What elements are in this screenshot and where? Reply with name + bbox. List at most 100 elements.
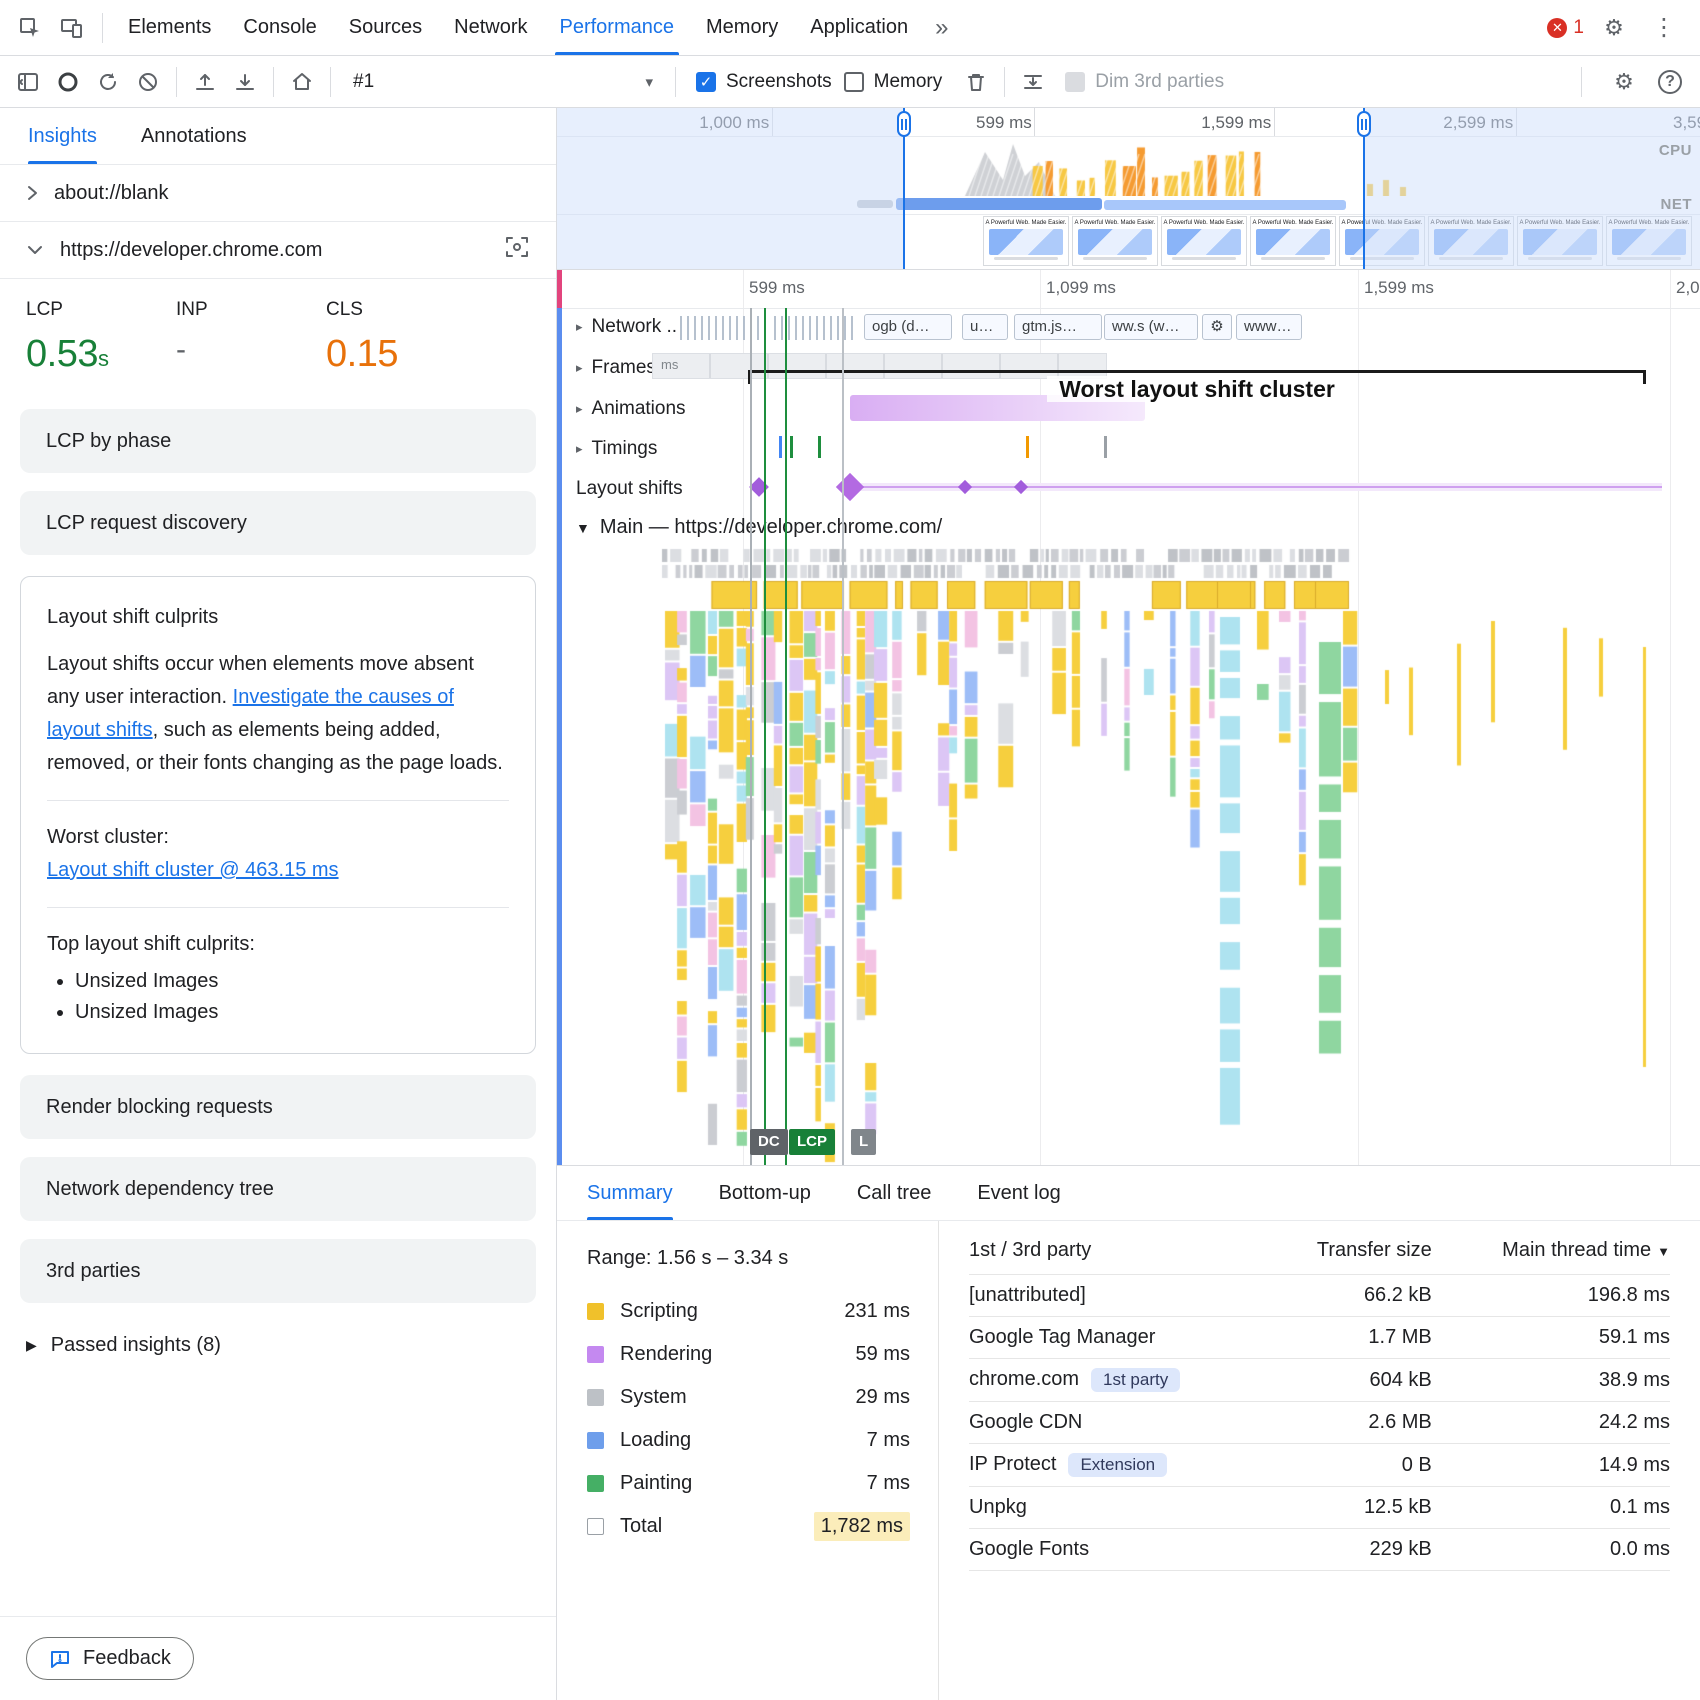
page-screenshot (1256, 229, 1330, 255)
track-layout-shifts[interactable]: Layout shifts (562, 468, 1700, 507)
inspect-element-icon[interactable] (10, 8, 50, 48)
upload-profile-icon[interactable] (185, 62, 225, 102)
network-request-chip[interactable]: ogb (d… (864, 314, 952, 340)
tab-summary[interactable]: Summary (587, 1166, 673, 1220)
tab-performance[interactable]: Performance (545, 0, 690, 55)
bottom-panel: Summary Bottom-up Call tree Event log Ra… (557, 1165, 1700, 1700)
worst-cluster-link[interactable]: Layout shift cluster @ 463.15 ms (47, 859, 339, 881)
layout-shift-diamond[interactable] (835, 472, 865, 502)
tab-application[interactable]: Application (810, 16, 909, 38)
cluster-label: Worst layout shift cluster (748, 376, 1646, 403)
nav-item-site[interactable]: https://developer.chrome.com (0, 222, 556, 279)
divider (675, 66, 676, 97)
tab-sources[interactable]: Sources (348, 16, 423, 38)
capture-settings-icon[interactable] (1013, 62, 1053, 102)
gear-chip[interactable]: ⚙ (1202, 314, 1232, 340)
settings-gear-icon[interactable]: ⚙ (1604, 14, 1624, 40)
insight-card-network-dependency-tree[interactable]: Network dependency tree (20, 1157, 536, 1221)
feedback-button[interactable]: Feedback (26, 1637, 194, 1680)
network-request-chip[interactable]: ww.s (w… (1104, 314, 1198, 340)
table-row[interactable]: Google Tag Manager 1.7 MB 59.1 ms (969, 1316, 1670, 1359)
network-request-chip[interactable]: gtm.js… (1014, 314, 1102, 340)
tab-memory[interactable]: Memory (706, 16, 779, 38)
load-marker-chip[interactable]: L (851, 1129, 877, 1155)
toggle-sidebar-icon[interactable] (8, 62, 48, 102)
tab-console[interactable]: Console (243, 16, 317, 38)
tab-call-tree[interactable]: Call tree (856, 1181, 932, 1204)
screenshot-thumbnail[interactable]: A Powerful Web. Made Easier. (1428, 216, 1514, 266)
history-select[interactable]: #1 ▾ (353, 70, 653, 92)
col-transfer-size[interactable]: Transfer size (1268, 1227, 1432, 1275)
tab-annotations[interactable]: Annotations (140, 124, 247, 147)
tab-network[interactable]: Network (454, 16, 528, 38)
frames-strip: ms (652, 353, 1107, 379)
insight-card-3rd-parties[interactable]: 3rd parties (20, 1239, 536, 1303)
console-error-badge[interactable]: ✕ 1 (1547, 17, 1584, 39)
screenshots-checkbox[interactable]: ✓ (696, 71, 716, 92)
table-row[interactable]: chrome.com 1st party 604 kB 38.9 ms (969, 1358, 1670, 1402)
metric-inp[interactable]: INP - (176, 299, 208, 366)
kebab-menu-icon[interactable]: ⋮ (1652, 14, 1676, 41)
page-screenshot (1167, 229, 1241, 255)
track-network[interactable]: ▸ Network .. ogb (d… u… gtm.js… ww.s (w… … (562, 308, 1700, 347)
track-frames[interactable]: ▸ Frames ms (562, 347, 1700, 388)
network-request-chip[interactable]: u… (962, 314, 1008, 340)
insight-card-render-blocking[interactable]: Render blocking requests (20, 1075, 536, 1139)
col-party[interactable]: 1st / 3rd party (969, 1227, 1269, 1275)
track-animations[interactable]: ▸ Animations (562, 388, 1700, 428)
first-party-badge: 1st party (1091, 1368, 1181, 1392)
reload-record-icon[interactable] (88, 62, 128, 102)
passed-insights-toggle[interactable]: ▶ Passed insights (8) (26, 1334, 221, 1356)
timing-marker (790, 436, 793, 458)
load-marker-line (842, 308, 844, 1165)
insight-card-layout-shift-culprits[interactable]: Layout shift culprits Layout shifts occu… (20, 576, 536, 1054)
tab-bottom-up[interactable]: Bottom-up (718, 1181, 811, 1204)
table-row[interactable]: Google Fonts 229 kB 0.0 ms (969, 1528, 1670, 1571)
legend-row-loading: Loading 7 ms (587, 1419, 910, 1462)
capture-viewport-icon[interactable] (504, 234, 530, 266)
table-row[interactable]: IP Protect Extension 0 B 14.9 ms (969, 1443, 1670, 1487)
home-icon[interactable] (282, 62, 322, 102)
garbage-icon[interactable] (956, 62, 996, 102)
table-row[interactable]: Unpkg 12.5 kB 0.1 ms (969, 1486, 1670, 1529)
tab-insights[interactable]: Insights (28, 108, 97, 164)
dim-3rd-parties-toggle[interactable] (1065, 71, 1086, 92)
investigate-link[interactable]: Investigate the causes of layout shifts (47, 686, 454, 741)
metric-cls[interactable]: CLS 0.15 (326, 299, 398, 375)
screenshot-thumbnail[interactable]: A Powerful Web. Made Easier. (1339, 216, 1425, 266)
screenshot-thumbnail[interactable]: A Powerful Web. Made Easier. (983, 216, 1069, 266)
device-toolbar-icon[interactable] (52, 8, 92, 48)
dcl-marker-chip[interactable]: DC (750, 1129, 788, 1155)
tab-elements[interactable]: Elements (128, 16, 212, 38)
panel-settings-gear-icon[interactable]: ⚙ (1614, 68, 1634, 94)
nav-item-about-blank[interactable]: about://blank (0, 165, 556, 222)
screenshot-thumbnail[interactable]: A Powerful Web. Made Easier. (1517, 216, 1603, 266)
main-flame-chart[interactable] (557, 547, 1700, 1165)
lcp-marker-chip[interactable]: LCP (789, 1129, 835, 1155)
download-profile-icon[interactable] (225, 62, 265, 102)
range-handle-right[interactable] (1357, 108, 1371, 269)
track-main-thread[interactable]: ▼ Main — https://developer.chrome.com/ (576, 516, 943, 538)
network-request-chip[interactable]: www… (1236, 314, 1302, 340)
insight-card-lcp-by-phase[interactable]: LCP by phase (20, 409, 536, 473)
track-timings[interactable]: ▸ Timings (562, 428, 1700, 468)
help-icon[interactable]: ? (1658, 69, 1682, 94)
insight-card-lcp-request-discovery[interactable]: LCP request discovery (20, 491, 536, 555)
memory-checkbox[interactable] (843, 71, 864, 92)
timeline-overview[interactable]: 1,000 ms 599 ms 1,599 ms 2,599 ms 3,599 … (557, 108, 1700, 270)
table-row[interactable]: Google CDN 2.6 MB 24.2 ms (969, 1401, 1670, 1444)
range-handle-left[interactable] (897, 108, 911, 269)
clear-icon[interactable] (128, 62, 168, 102)
metric-lcp[interactable]: LCP 0.53s (26, 299, 109, 375)
tab-event-log[interactable]: Event log (977, 1181, 1061, 1204)
table-row[interactable]: [unattributed] 66.2 kB 196.8 ms (969, 1274, 1670, 1317)
screenshot-thumbnail[interactable]: A Powerful Web. Made Easier. (1250, 216, 1336, 266)
timing-marker (1026, 436, 1029, 458)
record-icon[interactable] (48, 62, 88, 102)
screenshot-thumbnail[interactable]: A Powerful Web. Made Easier. (1161, 216, 1247, 266)
more-tabs-icon[interactable]: » (935, 13, 949, 41)
screenshot-thumbnail[interactable]: A Powerful Web. Made Easier. (1606, 216, 1692, 266)
screenshot-thumbnail[interactable]: A Powerful Web. Made Easier. (1072, 216, 1158, 266)
col-main-thread-time[interactable]: Main thread time ▼ (1431, 1227, 1670, 1275)
timeline-detail[interactable]: 599 ms 1,099 ms 1,599 ms 2,099 ms ▸Netwo… (557, 270, 1700, 1165)
